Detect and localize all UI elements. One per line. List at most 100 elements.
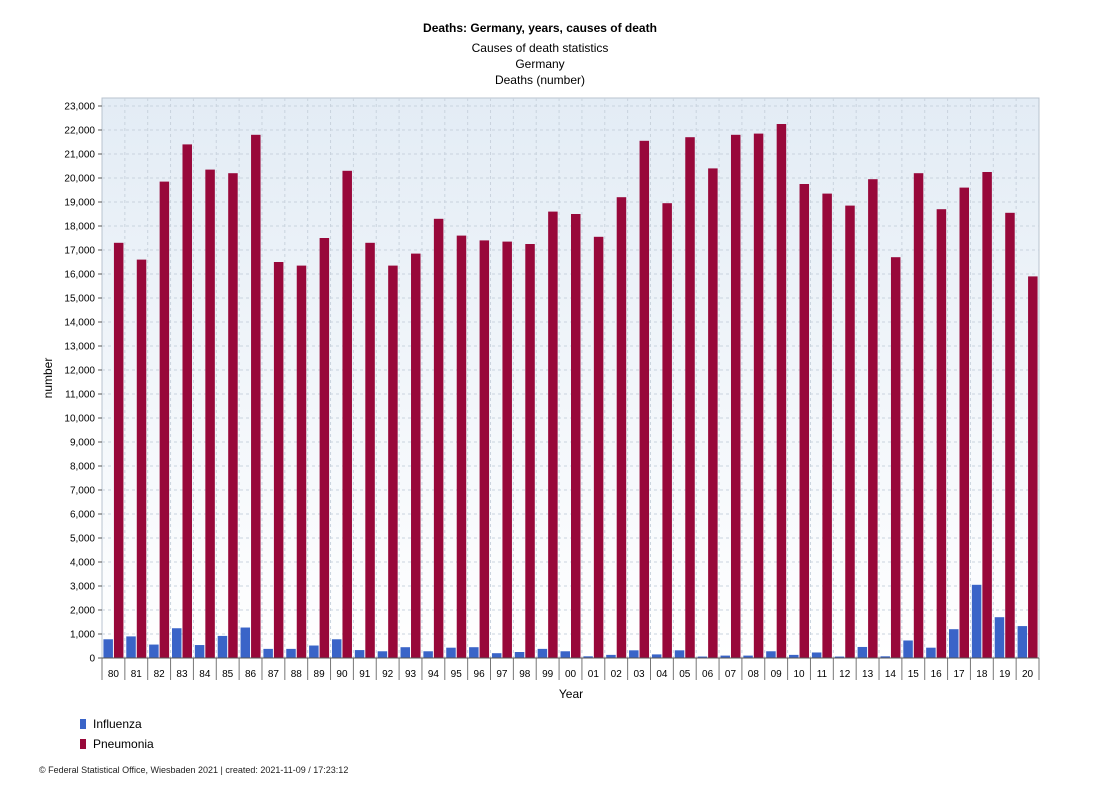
- bar-influenza[interactable]: [971, 584, 982, 658]
- bar-pneumonia[interactable]: [708, 168, 718, 658]
- bar-influenza[interactable]: [926, 647, 936, 658]
- bar-influenza[interactable]: [697, 656, 708, 658]
- x-tick-label: 01: [588, 669, 600, 680]
- bar-pneumonia[interactable]: [799, 184, 810, 658]
- bar-influenza[interactable]: [1017, 626, 1028, 658]
- bar-influenza[interactable]: [217, 635, 228, 658]
- bar-pneumonia[interactable]: [433, 218, 444, 659]
- bar-influenza[interactable]: [286, 648, 296, 658]
- bar-pneumonia[interactable]: [822, 193, 832, 658]
- bar-influenza[interactable]: [651, 654, 662, 658]
- bar-pneumonia[interactable]: [296, 265, 307, 658]
- bar-influenza[interactable]: [857, 646, 868, 658]
- bar-pneumonia[interactable]: [639, 140, 650, 659]
- bar-pneumonia[interactable]: [685, 137, 695, 658]
- legend-label-pneumonia: Pneumonia: [93, 737, 154, 751]
- bar-influenza[interactable]: [583, 656, 593, 658]
- bar-pneumonia[interactable]: [1005, 212, 1015, 659]
- bar-pneumonia[interactable]: [982, 172, 992, 658]
- y-tick-label: 19,000: [64, 198, 95, 209]
- bar-pneumonia[interactable]: [730, 134, 741, 659]
- bar-pneumonia[interactable]: [1028, 276, 1038, 658]
- bar-pneumonia[interactable]: [136, 259, 147, 658]
- bar-influenza[interactable]: [331, 639, 342, 658]
- legend-item-influenza[interactable]: Influenza: [80, 714, 154, 734]
- bar-influenza[interactable]: [194, 645, 205, 658]
- x-tick-label: 15: [908, 669, 920, 680]
- y-tick-label: 4,000: [70, 558, 95, 569]
- bar-pneumonia[interactable]: [593, 236, 604, 659]
- bar-influenza[interactable]: [263, 648, 273, 658]
- x-tick-label: 19: [999, 669, 1011, 680]
- bar-pneumonia[interactable]: [753, 133, 764, 659]
- bar-pneumonia[interactable]: [479, 240, 490, 658]
- y-tick-label: 0: [89, 654, 95, 665]
- bar-influenza[interactable]: [811, 652, 822, 658]
- bar-pneumonia[interactable]: [205, 169, 215, 658]
- bar-influenza[interactable]: [880, 656, 890, 658]
- bar-influenza[interactable]: [514, 652, 525, 658]
- bar-pneumonia[interactable]: [548, 211, 558, 658]
- bar-pneumonia[interactable]: [776, 124, 787, 658]
- bar-pneumonia[interactable]: [319, 238, 330, 658]
- bar-influenza[interactable]: [400, 647, 411, 658]
- bar-influenza[interactable]: [743, 655, 753, 658]
- bar-influenza[interactable]: [720, 655, 730, 658]
- bar-pneumonia[interactable]: [182, 144, 192, 658]
- bar-influenza[interactable]: [606, 654, 616, 658]
- x-tick-label: 17: [953, 669, 965, 680]
- bar-pneumonia[interactable]: [228, 173, 238, 658]
- chart-subtitle-3: Deaths (number): [495, 73, 585, 87]
- bar-pneumonia[interactable]: [913, 173, 924, 658]
- bar-influenza[interactable]: [834, 656, 845, 658]
- bar-pneumonia[interactable]: [411, 253, 421, 658]
- bar-influenza[interactable]: [377, 651, 388, 658]
- x-tick-label: 04: [656, 669, 668, 680]
- bar-pneumonia[interactable]: [616, 197, 627, 658]
- bar-pneumonia[interactable]: [571, 214, 581, 658]
- bar-influenza[interactable]: [629, 650, 639, 658]
- bar-pneumonia[interactable]: [365, 242, 375, 659]
- bar-influenza[interactable]: [354, 650, 365, 658]
- bar-pneumonia[interactable]: [113, 242, 124, 659]
- y-tick-label: 20,000: [64, 174, 95, 185]
- bar-influenza[interactable]: [766, 651, 776, 658]
- bar-pneumonia[interactable]: [525, 244, 535, 658]
- bar-pneumonia[interactable]: [456, 235, 467, 658]
- bar-pneumonia[interactable]: [273, 262, 284, 658]
- bar-influenza[interactable]: [149, 644, 159, 658]
- bar-influenza[interactable]: [103, 639, 113, 658]
- bar-influenza[interactable]: [994, 617, 1005, 658]
- bar-pneumonia[interactable]: [936, 209, 947, 658]
- y-tick-label: 12,000: [64, 366, 95, 377]
- bar-influenza[interactable]: [674, 650, 685, 658]
- bar-influenza[interactable]: [309, 645, 319, 658]
- bar-influenza[interactable]: [240, 627, 251, 658]
- x-axis-label: Year: [559, 687, 583, 701]
- bar-pneumonia[interactable]: [662, 203, 672, 658]
- y-tick-label: 5,000: [70, 534, 95, 545]
- legend-item-pneumonia[interactable]: Pneumonia: [80, 734, 154, 754]
- bar-pneumonia[interactable]: [342, 170, 352, 659]
- bar-pneumonia[interactable]: [845, 205, 855, 658]
- bar-influenza[interactable]: [171, 628, 182, 658]
- bar-influenza[interactable]: [789, 654, 799, 658]
- y-axis-label: number: [41, 358, 55, 399]
- bar-pneumonia[interactable]: [890, 257, 901, 658]
- bar-pneumonia[interactable]: [868, 179, 878, 658]
- y-tick-label: 11,000: [65, 390, 95, 401]
- bar-influenza[interactable]: [126, 636, 136, 658]
- bar-influenza[interactable]: [469, 647, 479, 658]
- bar-pneumonia[interactable]: [159, 181, 170, 658]
- bar-pneumonia[interactable]: [959, 187, 970, 658]
- bar-influenza[interactable]: [560, 651, 571, 658]
- bar-pneumonia[interactable]: [251, 134, 261, 659]
- bar-influenza[interactable]: [491, 653, 502, 658]
- bar-pneumonia[interactable]: [502, 241, 512, 658]
- bar-influenza[interactable]: [903, 640, 913, 658]
- bar-pneumonia[interactable]: [388, 265, 398, 658]
- bar-influenza[interactable]: [446, 647, 456, 658]
- bar-influenza[interactable]: [423, 651, 433, 658]
- bar-influenza[interactable]: [949, 629, 959, 658]
- bar-influenza[interactable]: [537, 648, 548, 658]
